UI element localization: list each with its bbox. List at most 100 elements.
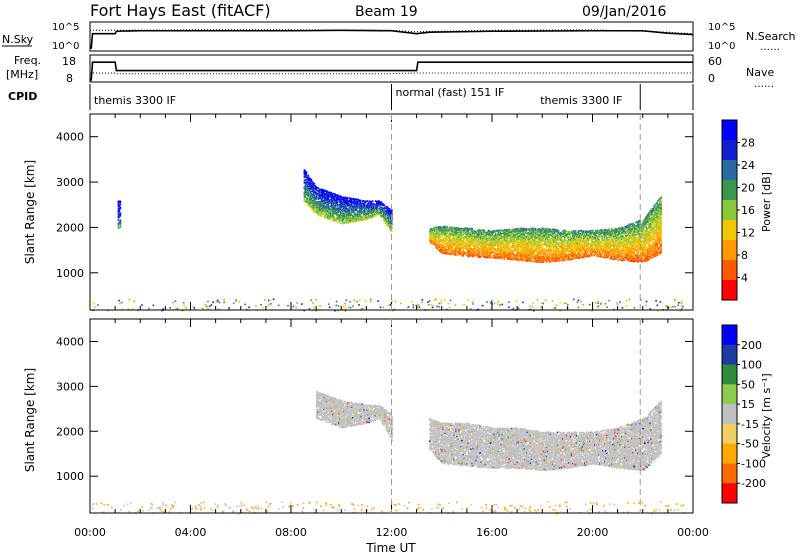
scatter-point [433,241,435,244]
scatter-point [555,246,558,248]
scatter-point [481,236,483,238]
scatter-point [461,239,463,242]
scatter-point [469,245,471,248]
scatter-point [469,250,471,253]
scatter-point [441,238,443,241]
scatter-point [448,231,450,233]
scatter-point [468,241,470,244]
scatter-point [438,242,440,244]
scatter-point [475,234,477,236]
scatter-point [431,228,433,231]
scatter-point [442,247,444,250]
scatter-point [459,250,461,253]
scatter-point [473,245,475,248]
scatter-point [429,230,431,232]
scatter-point [452,236,454,239]
scatter-point [464,227,466,229]
scatter-point [429,231,431,233]
scatter-point [462,255,464,257]
scatter-point [478,243,480,245]
scatter-point [432,242,434,245]
scatter-point [453,226,455,229]
scatter-point [445,227,447,230]
scatter-point [499,239,502,242]
date-title: 09/Jan/2016 [582,4,667,20]
scatter-point [443,246,445,249]
scatter-point [484,234,487,237]
scatter-point [483,249,486,252]
scatter-point [444,242,446,245]
scatter-point [474,252,476,254]
scatter-point [634,246,636,249]
scatter-point [467,240,469,243]
scatter-point [476,230,478,232]
scatter-point [485,232,488,235]
scatter-point [565,230,568,232]
scatter-point [459,243,461,246]
scatter-point [441,234,443,236]
scatter-point [461,229,463,232]
scatter-point [483,252,486,255]
scatter-point [557,230,560,232]
scatter-point [482,243,485,245]
scatter-point [445,246,447,249]
scatter-point [481,238,483,240]
scatter-point [471,249,473,252]
scatter-point [445,234,447,237]
scatter-point [455,229,457,231]
scatter-point [477,254,479,256]
scatter-point [434,233,436,236]
scatter-point [439,244,441,246]
scatter-point [483,242,486,245]
scatter-point [444,225,446,228]
scatter-point [485,231,488,234]
scatter-point [434,235,436,238]
scatter-point [486,254,489,257]
scatter-point [485,254,488,257]
scatter-point [467,235,469,238]
scatter-point [477,238,479,240]
scatter-point [486,253,489,256]
scatter-point [447,238,449,240]
scatter-point [478,233,480,235]
scatter-point [442,232,444,235]
scatter-point [645,246,647,248]
scatter-point [476,231,478,233]
scatter-point [448,228,450,230]
scatter-point [622,226,624,229]
scatter-point [466,238,468,241]
scatter-point [442,233,444,236]
nave-tick-bottom: 0 [708,72,715,85]
scatter-point [475,235,477,237]
scatter-point [463,247,465,249]
scatter-point [485,252,488,255]
scatter-point [307,191,310,194]
scatter-point [468,239,470,242]
scatter-point [476,236,478,238]
scatter-point [437,236,439,238]
scatter-point [470,240,472,243]
scatter-point [452,242,454,245]
scatter-point [437,228,439,230]
scatter-point [464,253,466,255]
scatter-point [472,237,474,240]
scatter-point [651,212,653,214]
scatter-point [455,235,457,237]
scatter-point [546,253,549,255]
scatter-point [456,251,458,253]
scatter-point [429,236,431,238]
scatter-point [475,243,477,245]
scatter-point [469,231,471,234]
scatter-point [443,234,445,237]
scatter-point [439,230,441,232]
scatter-point [653,235,655,237]
scatter-point [443,248,445,251]
scatter-point [654,205,656,208]
scatter-point [464,228,466,230]
scatter-point [458,229,460,232]
scatter-point [467,253,469,256]
scatter-point [465,231,467,233]
scatter-point [467,244,469,247]
scatter-point [477,243,479,245]
scatter-point [470,254,472,257]
